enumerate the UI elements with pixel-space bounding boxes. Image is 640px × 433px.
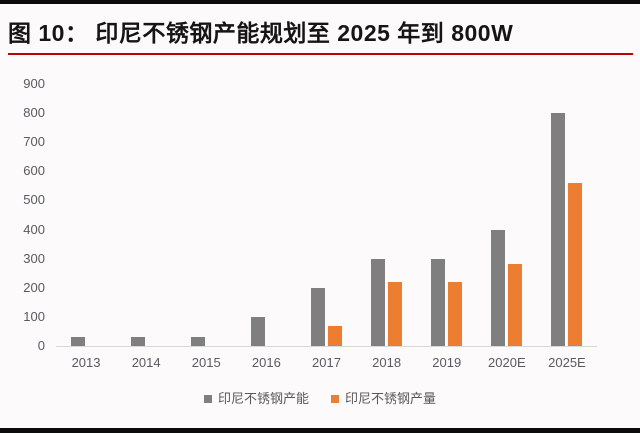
legend-label-capacity: 印尼不锈钢产能 [217, 391, 309, 406]
bar-capacity [250, 316, 265, 346]
x-tick-label: 2017 [312, 355, 341, 370]
bar-production [508, 264, 523, 346]
chart-legend: 印尼不锈钢产能 印尼不锈钢产量 [0, 391, 640, 406]
bar-capacity [70, 337, 85, 346]
y-tick-label: 800 [23, 105, 45, 121]
bar-capacity [551, 113, 566, 346]
bar-production [448, 281, 463, 346]
bar-capacity [431, 258, 446, 346]
x-tick-label: 2016 [251, 355, 281, 370]
bar-capacity [130, 337, 145, 346]
bar-capacity [491, 229, 506, 346]
x-tick-label: 2020E [488, 355, 526, 370]
y-tick-label: 200 [23, 279, 45, 295]
y-tick-label: 300 [23, 250, 45, 266]
top-border-bar [0, 0, 640, 4]
y-tick-label: 600 [23, 163, 45, 179]
x-tick-label: 2019 [432, 355, 462, 370]
title-underline [8, 53, 633, 55]
legend-label-production: 印尼不锈钢产量 [345, 391, 437, 406]
bar-production [328, 325, 342, 346]
y-tick-label: 900 [23, 76, 45, 91]
bar-capacity [311, 287, 325, 346]
x-tick-label: 2015 [191, 355, 221, 370]
x-axis-line [56, 346, 597, 347]
legend-item-capacity: 印尼不锈钢产能 [203, 391, 309, 406]
figure-title: 图 10： 印尼不锈钢产能规划至 2025 年到 800W [8, 20, 514, 46]
x-tick-label: 2025E [548, 355, 586, 370]
capacity-swatch-icon [203, 394, 212, 403]
x-tick-label: 2018 [372, 355, 402, 370]
y-tick-label: 500 [23, 192, 45, 208]
bar-production [388, 281, 403, 346]
bar-capacity [190, 337, 205, 346]
legend-item-production: 印尼不锈钢产量 [331, 391, 436, 406]
bottom-border-bar [0, 428, 640, 433]
y-tick-label: 100 [23, 308, 45, 324]
x-tick-label: 2013 [71, 355, 101, 370]
y-tick-label: 0 [37, 338, 45, 353]
bar-capacity [371, 258, 386, 346]
production-swatch-icon [331, 394, 339, 403]
y-tick-label: 700 [23, 134, 45, 150]
bar-production [568, 182, 583, 346]
y-tick-label: 400 [23, 221, 45, 237]
x-tick-label: 2014 [131, 355, 161, 370]
